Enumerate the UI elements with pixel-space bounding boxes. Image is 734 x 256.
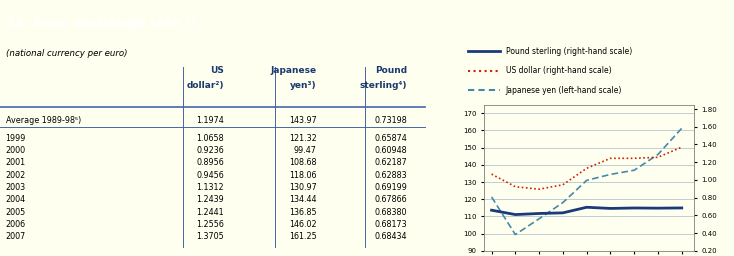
Text: 2003: 2003 xyxy=(6,183,26,192)
Text: 0.9456: 0.9456 xyxy=(197,171,225,180)
Text: 2000: 2000 xyxy=(6,146,26,155)
Text: 1.1312: 1.1312 xyxy=(197,183,225,192)
Text: 0.68434: 0.68434 xyxy=(374,232,407,241)
Text: 2004: 2004 xyxy=(6,195,26,205)
Text: dollar²): dollar²) xyxy=(186,81,225,90)
Text: 2006: 2006 xyxy=(6,220,26,229)
Text: Average 1989-98⁵): Average 1989-98⁵) xyxy=(6,116,81,125)
Text: 0.62883: 0.62883 xyxy=(374,171,407,180)
Text: 1999: 1999 xyxy=(6,134,26,143)
Text: 0.62187: 0.62187 xyxy=(374,158,407,167)
Text: 108.68: 108.68 xyxy=(289,158,317,167)
Text: US: US xyxy=(211,66,225,75)
Text: 0.68380: 0.68380 xyxy=(374,208,407,217)
Text: Japanese yen (left-hand scale): Japanese yen (left-hand scale) xyxy=(506,86,622,95)
Text: 2001: 2001 xyxy=(6,158,26,167)
Text: 2002: 2002 xyxy=(6,171,26,180)
Text: 0.8956: 0.8956 xyxy=(197,158,225,167)
Text: (national currency per euro): (national currency per euro) xyxy=(6,49,127,58)
Text: 143.97: 143.97 xyxy=(289,116,317,125)
Text: 0.73198: 0.73198 xyxy=(374,116,407,125)
Text: 1.2439: 1.2439 xyxy=(197,195,225,205)
Text: 121.32: 121.32 xyxy=(289,134,317,143)
Text: 0.65874: 0.65874 xyxy=(374,134,407,143)
Text: 99.47: 99.47 xyxy=(294,146,317,155)
Text: 0.9236: 0.9236 xyxy=(197,146,225,155)
Text: US dollar (right-hand scale): US dollar (right-hand scale) xyxy=(506,66,611,75)
Text: Japanese: Japanese xyxy=(271,66,317,75)
Text: sterling⁴): sterling⁴) xyxy=(360,81,407,90)
Text: 161.25: 161.25 xyxy=(289,232,317,241)
Text: Pound sterling (right-hand scale): Pound sterling (right-hand scale) xyxy=(506,47,632,56)
Text: 2005: 2005 xyxy=(6,208,26,217)
Text: 146.02: 146.02 xyxy=(289,220,317,229)
Text: 0.68173: 0.68173 xyxy=(374,220,407,229)
Text: 1.2441: 1.2441 xyxy=(197,208,225,217)
Text: 0.69199: 0.69199 xyxy=(374,183,407,192)
Text: 1.1974: 1.1974 xyxy=(197,116,225,125)
Text: 13. Euro exchange rate ¹): 13. Euro exchange rate ¹) xyxy=(6,17,197,29)
Text: 130.97: 130.97 xyxy=(289,183,317,192)
Text: 136.85: 136.85 xyxy=(289,208,317,217)
Text: 1.0658: 1.0658 xyxy=(197,134,225,143)
Text: 118.06: 118.06 xyxy=(289,171,317,180)
Text: Pound: Pound xyxy=(375,66,407,75)
Text: 2007: 2007 xyxy=(6,232,26,241)
Text: 0.67866: 0.67866 xyxy=(374,195,407,205)
Text: 0.60948: 0.60948 xyxy=(374,146,407,155)
Text: 1.3705: 1.3705 xyxy=(197,232,225,241)
Text: yen³): yen³) xyxy=(290,81,317,90)
Text: 134.44: 134.44 xyxy=(289,195,317,205)
Text: 1.2556: 1.2556 xyxy=(197,220,225,229)
